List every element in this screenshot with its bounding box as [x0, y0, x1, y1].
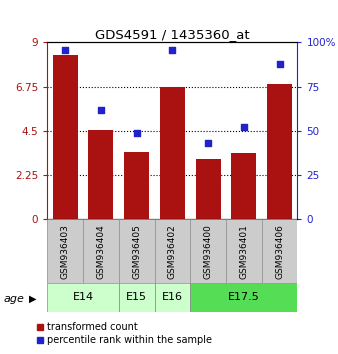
Bar — [154, 283, 190, 312]
Bar — [160, 87, 185, 219]
Text: GSM936402: GSM936402 — [168, 224, 177, 279]
Text: GSM936401: GSM936401 — [239, 224, 248, 279]
Point — [277, 61, 282, 67]
Text: GSM936406: GSM936406 — [275, 224, 284, 279]
Text: E17.5: E17.5 — [228, 292, 260, 302]
Text: GSM936403: GSM936403 — [61, 224, 70, 279]
Legend: transformed count, percentile rank within the sample: transformed count, percentile rank withi… — [32, 319, 216, 349]
Bar — [47, 283, 119, 312]
Text: E15: E15 — [126, 292, 147, 302]
Text: GSM936405: GSM936405 — [132, 224, 141, 279]
Bar — [231, 153, 256, 219]
Point — [63, 47, 68, 52]
Bar — [53, 55, 78, 219]
Text: E16: E16 — [162, 292, 183, 302]
Bar — [196, 159, 221, 219]
Point — [170, 47, 175, 52]
Point — [98, 107, 104, 113]
Bar — [267, 84, 292, 219]
Title: GDS4591 / 1435360_at: GDS4591 / 1435360_at — [95, 28, 250, 41]
Text: E14: E14 — [72, 292, 94, 302]
Bar — [124, 152, 149, 219]
Text: ▶: ▶ — [29, 294, 36, 304]
Bar — [119, 283, 154, 312]
Bar — [190, 283, 297, 312]
Bar — [89, 130, 114, 219]
Point — [134, 130, 139, 136]
Text: GSM936404: GSM936404 — [96, 224, 105, 279]
Point — [241, 125, 246, 130]
Text: GSM936400: GSM936400 — [203, 224, 213, 279]
Text: age: age — [3, 294, 24, 304]
Point — [206, 141, 211, 146]
